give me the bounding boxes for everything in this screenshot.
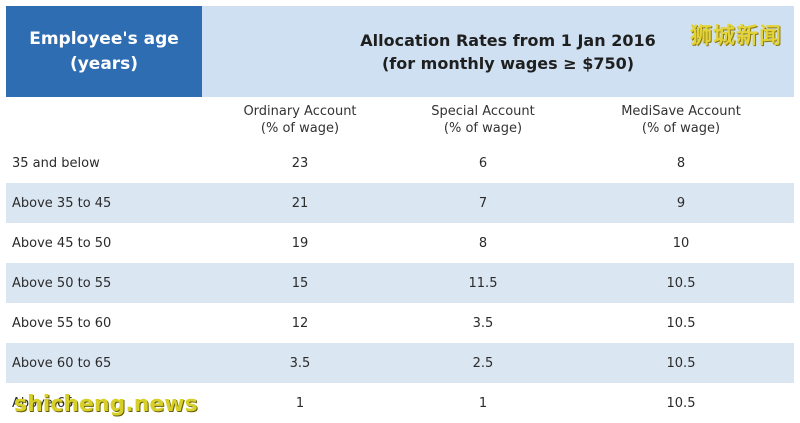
site-watermark: shicheng.news [14,392,198,417]
table-row: Above 55 to 60 12 3.5 10.5 [6,303,794,343]
special-account-cell: 8 [478,235,488,251]
medisave-account-unit: (% of wage) [641,121,721,136]
special-account-label: Special Account [431,104,535,119]
allocation-rates-header: Allocation Rates from 1 Jan 2016 (for mo… [202,6,794,97]
special-account-cell: 7 [478,195,488,211]
ordinary-account-cell: 23 [291,155,309,171]
age-cell: Above 45 to 50 [12,235,112,251]
special-account-cell: 2.5 [472,355,494,371]
brand-watermark: 狮城新闻 [689,24,782,49]
medisave-account-cell: 10.5 [666,275,696,291]
age-cell: Above 65 [12,395,74,411]
ordinary-account-cell: 19 [291,235,309,251]
ordinary-account-label: Ordinary Account [243,104,357,119]
age-subheader-spacer [6,97,202,143]
rates-header-title: Allocation Rates from 1 Jan 2016 [360,30,656,50]
table-row: Above 60 to 65 3.5 2.5 10.5 [6,343,794,383]
age-header-line2: (years) [69,53,139,74]
table-row: 35 and below 23 6 8 [6,143,794,183]
special-account-unit: (% of wage) [443,121,523,136]
medisave-account-label: MediSave Account [621,104,741,119]
ordinary-account-unit: (% of wage) [260,121,340,136]
age-cell: Above 55 to 60 [12,315,112,331]
special-account-cell: 3.5 [472,315,494,331]
table-row: Above 35 to 45 21 7 9 [6,183,794,223]
table-top-header: Employee's age (years) Allocation Rates … [6,6,794,97]
ordinary-account-cell: 12 [291,315,309,331]
medisave-account-cell: 8 [676,155,686,171]
medisave-account-header: MediSave Account (% of wage) [568,97,794,143]
medisave-account-cell: 10.5 [666,395,696,411]
table-row: Above 50 to 55 15 11.5 10.5 [6,263,794,303]
special-account-cell: 6 [478,155,488,171]
allocation-rates-table: Employee's age (years) Allocation Rates … [6,6,794,418]
ordinary-account-header: Ordinary Account (% of wage) [202,97,398,143]
special-account-cell: 11.5 [468,275,498,291]
special-account-header: Special Account (% of wage) [398,97,568,143]
special-account-cell: 1 [478,395,488,411]
medisave-account-cell: 10 [672,235,690,251]
ordinary-account-cell: 21 [291,195,309,211]
age-column-header: Employee's age (years) [6,6,202,97]
table-row: Above 45 to 50 19 8 10 [6,223,794,263]
age-cell: Above 35 to 45 [12,195,112,211]
account-columns-header: Ordinary Account (% of wage) Special Acc… [6,97,794,143]
medisave-account-cell: 9 [676,195,686,211]
medisave-account-cell: 10.5 [666,315,696,331]
ordinary-account-cell: 1 [295,395,305,411]
age-cell: Above 60 to 65 [12,355,112,371]
age-cell: Above 50 to 55 [12,275,112,291]
age-header-line1: Employee's age [29,28,179,49]
table-row: Above 65 1 1 10.5 [6,383,794,423]
rates-header-subtitle: (for monthly wages ≥ $750) [381,53,635,73]
medisave-account-cell: 10.5 [666,355,696,371]
ordinary-account-cell: 3.5 [289,355,311,371]
ordinary-account-cell: 15 [291,275,309,291]
age-cell: 35 and below [12,155,100,171]
